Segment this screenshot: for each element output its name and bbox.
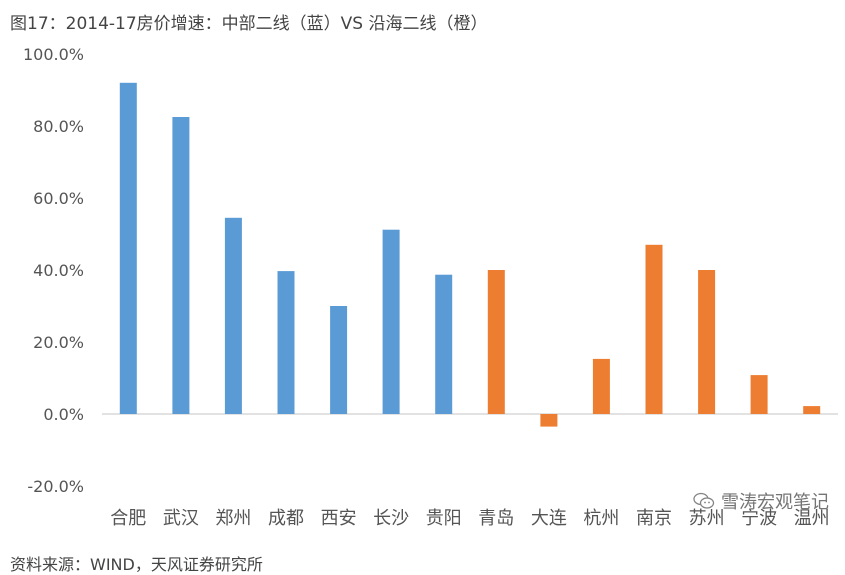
y-tick-label: -20.0% xyxy=(27,477,84,496)
x-tick-label: 大连 xyxy=(531,508,567,529)
x-tick-label: 西安 xyxy=(321,508,357,529)
x-tick-label: 南京 xyxy=(636,508,672,529)
y-tick-label: 100.0% xyxy=(23,45,84,64)
y-axis-labels: -20.0% 0.0% 20.0% 40.0% 60.0% 80.0% 100.0% xyxy=(23,45,84,496)
bar-2 xyxy=(172,117,190,414)
x-tick-label: 杭州 xyxy=(583,508,619,529)
chart-title: 图17：2014-17房价增速：中部二线（蓝）VS 沿海二线（橙） xyxy=(10,14,488,34)
x-tick-label: 苏州 xyxy=(689,508,725,529)
x-tick-label: 温州 xyxy=(794,508,830,529)
bar-13 xyxy=(750,375,768,414)
source-note: 资料来源：WIND，天风证券研究所 xyxy=(10,555,263,574)
bar-5 xyxy=(330,306,348,414)
bar-12 xyxy=(698,270,716,414)
bar-7 xyxy=(435,274,453,414)
x-tick-label: 武汉 xyxy=(163,508,199,529)
x-axis-labels: 合肥 武汉 郑州 成都 西安 长沙 贵阳 青岛 大连 杭州 南京 苏州 宁波 温州 xyxy=(110,508,829,529)
bar-11 xyxy=(645,244,663,414)
wechat-icon xyxy=(693,492,715,509)
bar-6 xyxy=(382,229,400,414)
bars-group xyxy=(119,82,821,427)
y-tick-label: 40.0% xyxy=(33,261,84,280)
y-tick-label: 80.0% xyxy=(33,117,84,136)
bar-3 xyxy=(224,217,242,414)
bar-14 xyxy=(803,406,821,414)
watermark-text: 雪涛宏观笔记 xyxy=(721,492,829,513)
x-tick-label: 郑州 xyxy=(215,508,251,529)
y-tick-label: 60.0% xyxy=(33,189,84,208)
x-tick-label: 贵阳 xyxy=(426,508,462,529)
x-tick-label: 成都 xyxy=(268,508,304,529)
bar-8 xyxy=(487,270,505,414)
y-tick-label: 20.0% xyxy=(33,333,84,352)
y-tick-label: 0.0% xyxy=(43,405,84,424)
x-tick-label: 长沙 xyxy=(373,508,409,529)
bar-9 xyxy=(540,414,558,427)
x-tick-label: 合肥 xyxy=(110,508,146,529)
x-tick-label: 宁波 xyxy=(741,508,777,529)
watermark: 雪涛宏观笔记 xyxy=(693,488,829,514)
bar-1 xyxy=(119,82,137,415)
bar-10 xyxy=(592,358,610,414)
bar-4 xyxy=(277,271,295,414)
x-tick-label: 青岛 xyxy=(478,508,514,529)
